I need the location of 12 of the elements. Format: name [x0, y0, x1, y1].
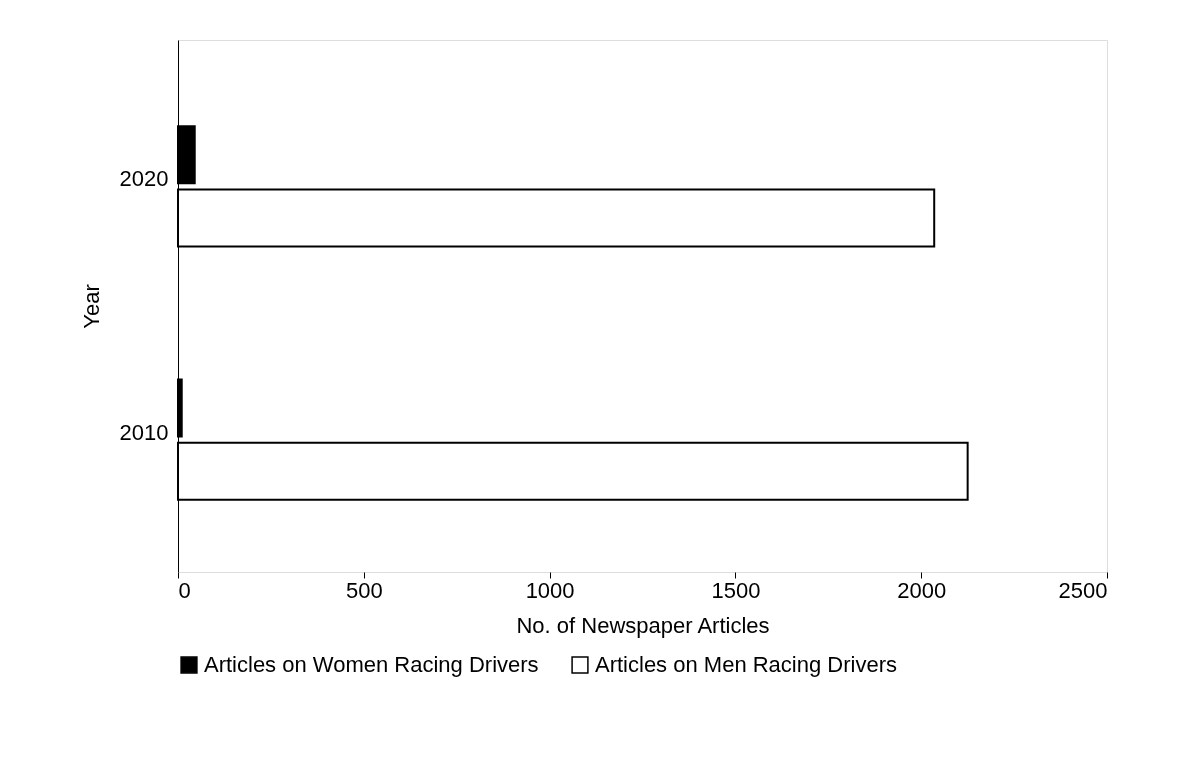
x-tick-label: 2000 [897, 577, 947, 603]
x-tick-label: 2500 [1058, 577, 1108, 603]
legend-label: Articles on Women Racing Drivers [204, 652, 539, 677]
x-tick-label: 1500 [711, 577, 761, 603]
x-axis-title: No. of Newspaper Articles [516, 612, 770, 638]
x-tick-label: 500 [345, 577, 383, 603]
x-tick-label: 0 [178, 577, 191, 603]
y-tick-label: 2010 [119, 419, 169, 445]
x-tick-label: 1000 [525, 577, 575, 603]
y-axis-title: Year [78, 284, 104, 329]
legend-label: Articles on Men Racing Drivers [595, 652, 897, 677]
y-tick-label: 2020 [119, 166, 169, 192]
